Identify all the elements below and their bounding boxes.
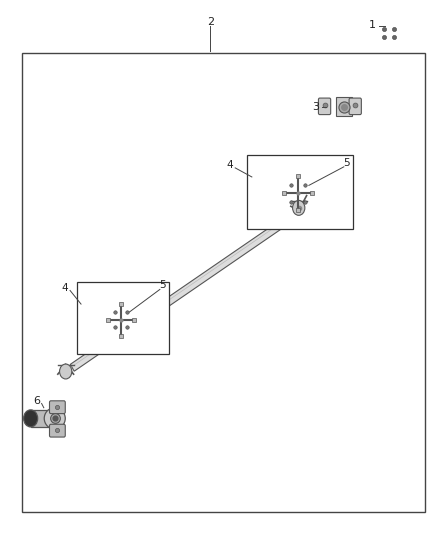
Polygon shape xyxy=(71,213,295,371)
Text: 2: 2 xyxy=(207,18,214,27)
FancyBboxPatch shape xyxy=(49,401,65,414)
Circle shape xyxy=(293,200,305,215)
Bar xyxy=(77,282,169,354)
Text: 4: 4 xyxy=(61,283,68,293)
Text: 5: 5 xyxy=(159,280,166,290)
Text: 6: 6 xyxy=(34,396,41,406)
Circle shape xyxy=(60,364,72,379)
Text: 1: 1 xyxy=(369,20,376,29)
Text: 3: 3 xyxy=(312,102,319,111)
Ellipse shape xyxy=(44,408,65,429)
Bar xyxy=(22,53,425,512)
FancyBboxPatch shape xyxy=(318,98,331,115)
FancyBboxPatch shape xyxy=(349,98,361,115)
Circle shape xyxy=(24,410,38,427)
Bar xyxy=(31,410,52,427)
Bar xyxy=(336,97,352,116)
Text: 4: 4 xyxy=(226,160,233,170)
FancyBboxPatch shape xyxy=(49,424,65,437)
Text: 5: 5 xyxy=(343,158,350,167)
Bar xyxy=(247,155,353,229)
